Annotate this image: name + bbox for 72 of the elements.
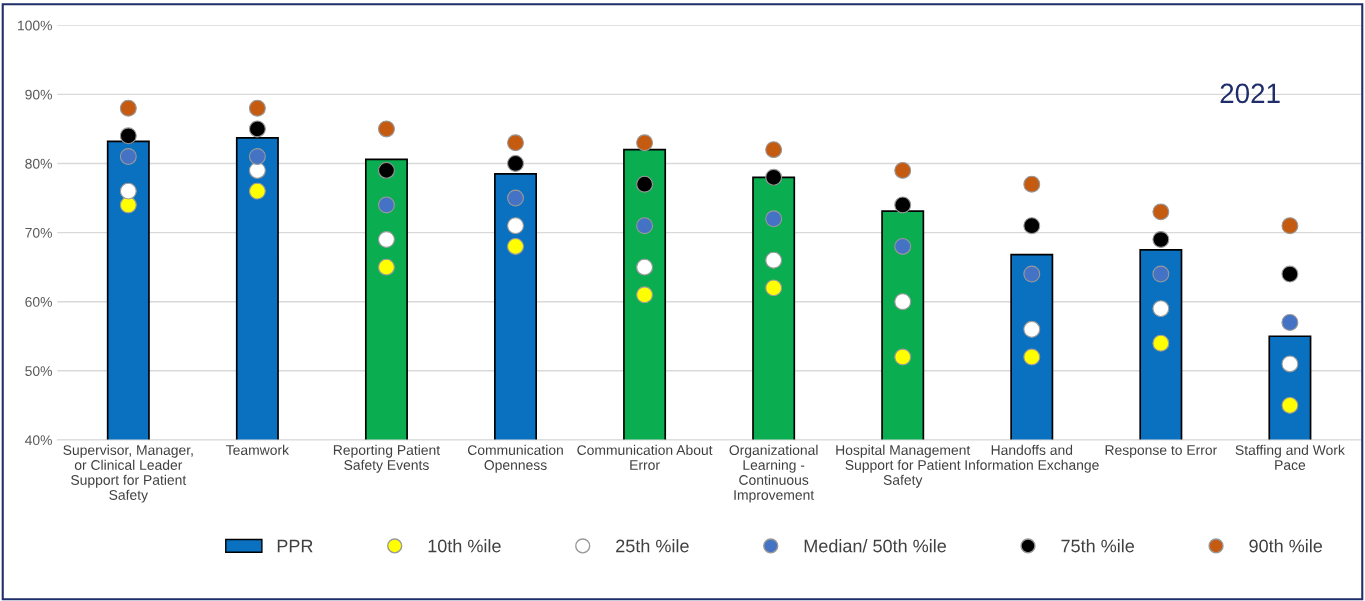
point: [1152, 334, 1170, 352]
point: [894, 348, 912, 366]
point: [1281, 313, 1299, 331]
point: [119, 182, 137, 200]
point: [507, 237, 524, 255]
legend-label: PPR: [277, 539, 313, 553]
y-tick-label: 80%: [25, 158, 52, 169]
point: [1281, 355, 1299, 373]
point: [894, 196, 912, 214]
point: [894, 293, 912, 311]
point: [1152, 231, 1170, 248]
x-tick-label: Supervisor, Manager, or Clinical Leader Support for Patient Safety: [63, 444, 193, 503]
point: [1281, 217, 1299, 235]
legend-label: 90th %ile: [1249, 539, 1323, 553]
legend-label: 75th %ile: [1061, 539, 1134, 553]
point: [636, 134, 654, 152]
point: [248, 99, 266, 117]
point: [248, 148, 266, 166]
x-tick-label: Teamwork: [226, 444, 290, 455]
point: [248, 161, 266, 179]
point: [765, 279, 783, 297]
point: [248, 182, 266, 200]
x-tick-label: Organizational Learning - Continuous Improvement: [729, 444, 818, 503]
x-tick-label: Communication Openness: [467, 444, 563, 473]
point: [377, 196, 395, 214]
point: [1023, 348, 1041, 366]
point: [765, 168, 783, 186]
point: [377, 258, 395, 276]
y-tick-label: 90%: [25, 89, 52, 100]
x-tick-label: Reporting Patient Safety Events: [333, 444, 441, 473]
x-tick-label: Response to Error: [1105, 445, 1217, 458]
point: [765, 210, 783, 228]
point: [507, 189, 524, 207]
point: [1023, 175, 1041, 193]
point: [119, 148, 137, 166]
point: [1152, 203, 1170, 221]
legend-label: 10th %ile: [428, 539, 501, 553]
point: [377, 161, 395, 179]
point: [765, 251, 783, 269]
point: [1152, 265, 1170, 283]
point: [636, 217, 654, 235]
point: [1281, 396, 1299, 414]
point: [377, 120, 395, 138]
y-tick-label: 100%: [18, 20, 52, 31]
point: [507, 134, 524, 152]
x-tick-label: Communication About Error: [577, 444, 713, 470]
point: [894, 237, 912, 255]
annotation: 2021: [1220, 83, 1280, 104]
point: [636, 258, 654, 276]
point: [765, 141, 783, 159]
point: [636, 175, 654, 193]
legend-label: Median/ 50th %ile: [804, 539, 946, 553]
point: [507, 217, 524, 235]
y-tick-label: 50%: [25, 366, 52, 376]
x-tick-label: Staffing and Work Pace: [1235, 444, 1345, 470]
point: [248, 120, 266, 138]
point: [1023, 217, 1041, 235]
point: [119, 127, 137, 145]
point: [1023, 265, 1041, 283]
point: [894, 161, 912, 179]
point: [119, 196, 137, 214]
point: [1023, 320, 1041, 338]
point: [1152, 300, 1170, 318]
point: [377, 231, 395, 248]
point: [119, 99, 137, 117]
y-tick-label: 60%: [25, 297, 52, 307]
point: [507, 154, 524, 172]
y-tick-label: 70%: [25, 227, 52, 238]
point: [1281, 265, 1299, 283]
y-tick-label: 40%: [24, 435, 52, 446]
point: [636, 286, 654, 304]
legend-label: 25th %ile: [616, 539, 689, 553]
